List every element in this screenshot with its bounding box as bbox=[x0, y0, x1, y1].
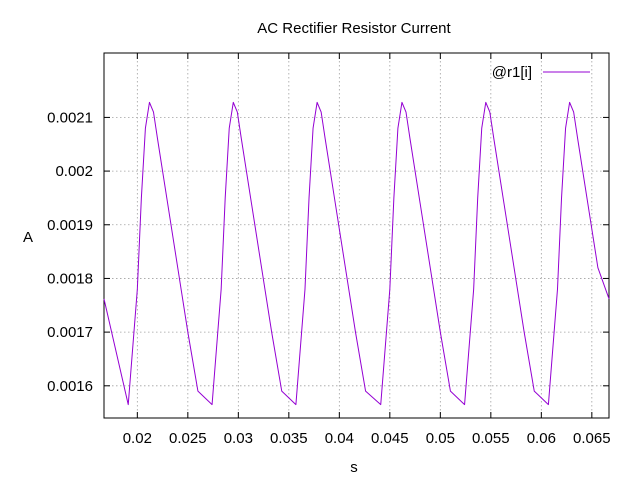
series-line bbox=[103, 101, 610, 406]
x-tick-label: 0.045 bbox=[371, 430, 409, 447]
x-tick-label: 0.02 bbox=[123, 430, 152, 447]
y-tick-label: 0.0019 bbox=[47, 217, 93, 234]
x-tick-label: 0.035 bbox=[270, 430, 308, 447]
x-tick-label: 0.065 bbox=[573, 430, 611, 447]
y-axis-label: A bbox=[23, 229, 33, 246]
axis-ticks: 0.02 0.025 0.03 0.035 0.04 0.045 0.05 0.055 0.06… bbox=[47, 53, 611, 447]
y-tick-label: 0.0016 bbox=[47, 378, 93, 395]
y-tick-label: 0.0018 bbox=[47, 270, 93, 287]
x-tick-label: 0.055 bbox=[472, 430, 510, 447]
plot-frame bbox=[103, 52, 610, 419]
y-tick-label: 0.0017 bbox=[47, 324, 93, 341]
legend-label: @r1[i] bbox=[492, 64, 532, 81]
x-tick-label: 0.06 bbox=[527, 430, 556, 447]
x-axis-label: s bbox=[350, 459, 358, 476]
chart-title: AC Rectifier Resistor Current bbox=[257, 20, 451, 37]
x-tick-label: 0.03 bbox=[224, 430, 253, 447]
x-tick-label: 0.04 bbox=[325, 430, 354, 447]
series-lines bbox=[103, 101, 610, 406]
grid bbox=[104, 53, 609, 418]
legend: @r1[i] bbox=[492, 64, 590, 81]
y-tick-label: 0.0021 bbox=[47, 109, 93, 126]
x-tick-label: 0.05 bbox=[426, 430, 455, 447]
x-tick-label: 0.025 bbox=[169, 430, 207, 447]
y-tick-label: 0.002 bbox=[55, 163, 93, 180]
